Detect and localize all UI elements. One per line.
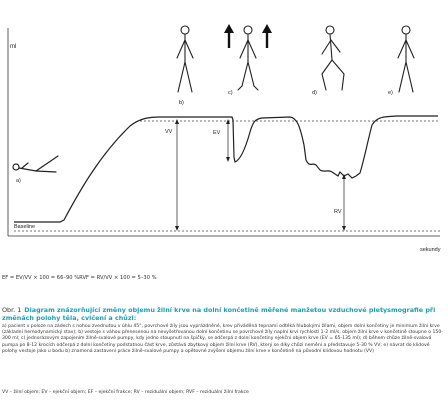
vv-label: VV bbox=[165, 129, 173, 135]
rv-label: RV bbox=[334, 209, 342, 215]
volume-curve bbox=[14, 115, 438, 223]
ev-arrow-head-top bbox=[226, 119, 230, 124]
standing-figure-icon-e bbox=[397, 25, 415, 93]
formula-text: EF = EV/VV × 100 = 66–90 %RVF = RV/VV × … bbox=[2, 275, 157, 281]
tiptoe-figure-icon bbox=[237, 25, 259, 91]
walking-figure-icon bbox=[321, 25, 345, 91]
rv-arrow-head-top bbox=[342, 174, 346, 179]
vv-arrow-head-bottom bbox=[175, 226, 179, 231]
vv-arrow-head-top bbox=[175, 119, 179, 124]
standing-figure-icon bbox=[176, 25, 194, 93]
stage-e-label: e) bbox=[388, 90, 393, 96]
stage-a-label: a) bbox=[16, 178, 21, 184]
stage-b-label: b) bbox=[179, 100, 184, 106]
tiptoe-arrow-up-icon bbox=[224, 24, 272, 48]
stage-c-label: c) bbox=[228, 90, 233, 96]
stage-d-label: d) bbox=[312, 90, 317, 96]
y-axis-label: ml bbox=[10, 44, 16, 50]
caption-title-text: Diagram znázorňující změny objemu žilní … bbox=[2, 306, 436, 322]
caption-label: Obr. 1 bbox=[2, 306, 22, 314]
lying-figure-icon bbox=[12, 155, 59, 173]
caption-body: a) pacient v poloze na zádech s nohou zv… bbox=[2, 324, 443, 354]
abbreviations-legend: VV – žilní objem; EV – ejekční objem; EF… bbox=[2, 390, 249, 395]
x-axis-label: sekundy bbox=[420, 247, 441, 253]
rv-arrow-head-bottom bbox=[342, 226, 346, 231]
caption-title: Obr. 1 Diagram znázorňující změny objemu … bbox=[2, 306, 446, 322]
ev-arrow-head-bottom bbox=[226, 157, 230, 162]
venous-volume-diagram: ml sekundy Baseline VV EV RV a) b) bbox=[7, 24, 441, 253]
ev-label: EV bbox=[213, 130, 221, 136]
baseline-label: Baseline bbox=[14, 224, 35, 230]
